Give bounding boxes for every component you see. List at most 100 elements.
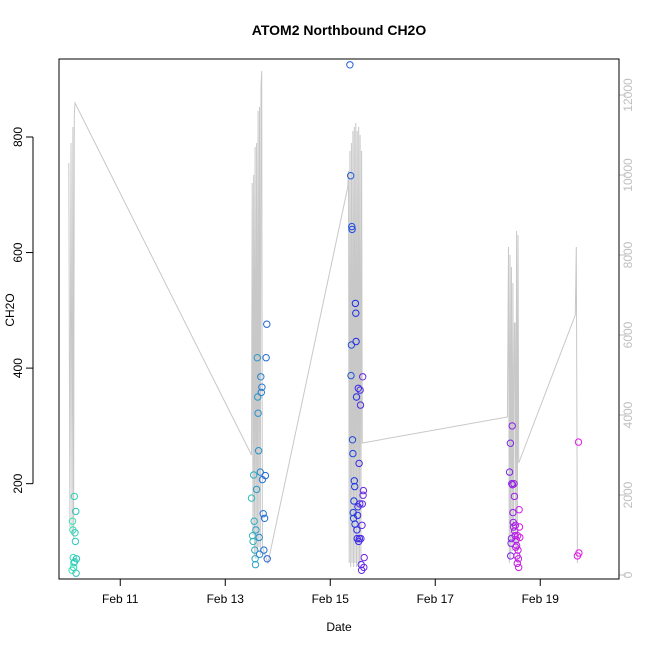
altitude-line-layer — [68, 70, 578, 568]
data-point — [352, 337, 360, 346]
data-point — [258, 383, 266, 391]
data-point — [259, 510, 267, 518]
data-point — [251, 560, 260, 569]
x-tick-label: Feb 11 — [102, 592, 139, 606]
y2-tick-label: 10000 — [621, 158, 635, 192]
data-point — [252, 526, 260, 534]
data-point — [512, 536, 520, 544]
data-point — [510, 492, 519, 501]
data-point — [254, 393, 262, 401]
data-point — [72, 555, 81, 563]
data-point — [260, 514, 269, 522]
data-point — [347, 341, 356, 349]
data-point — [349, 449, 357, 458]
data-point — [353, 526, 361, 534]
data-point — [359, 373, 367, 381]
data-point — [262, 354, 270, 362]
data-point — [253, 354, 261, 362]
data-point — [255, 533, 263, 542]
data-point — [515, 563, 523, 572]
data-point — [348, 436, 357, 444]
data-point — [508, 480, 516, 488]
data-point — [72, 569, 80, 577]
data-point — [352, 393, 361, 401]
data-point — [510, 480, 518, 488]
data-point — [508, 422, 516, 430]
data-point — [69, 553, 77, 562]
data-point — [72, 507, 80, 516]
data-point — [356, 386, 364, 394]
data-point — [350, 477, 358, 485]
data-point — [254, 447, 263, 455]
data-point — [358, 521, 366, 529]
data-point — [250, 517, 258, 525]
data-point — [354, 384, 362, 392]
y2-tick-label: 8000 — [621, 241, 635, 268]
data-point — [347, 371, 355, 380]
data-point — [250, 471, 258, 479]
data-point — [574, 438, 583, 446]
data-point — [575, 549, 583, 557]
data-point — [356, 401, 365, 409]
data-point — [348, 225, 356, 234]
data-point — [257, 373, 265, 381]
data-point — [515, 523, 524, 531]
data-point — [71, 537, 80, 546]
data-point — [251, 555, 259, 563]
data-point — [68, 517, 77, 525]
data-point — [505, 468, 514, 476]
data-point — [70, 559, 78, 567]
data-point — [348, 222, 356, 231]
data-point — [360, 553, 368, 562]
data-point — [351, 482, 359, 491]
data-point — [516, 533, 524, 542]
data-point — [513, 559, 521, 568]
altitude-series-line — [68, 70, 578, 568]
data-point — [357, 534, 365, 543]
data-point — [254, 409, 262, 417]
data-point — [347, 172, 355, 180]
data-point — [252, 485, 261, 494]
data-point — [256, 550, 264, 558]
x-tick-label: Feb 13 — [207, 592, 245, 606]
data-point — [350, 497, 358, 505]
data-point — [248, 532, 257, 540]
points-layer — [68, 61, 583, 577]
data-point — [506, 439, 515, 447]
y-tick-label: 200 — [11, 473, 25, 493]
axes-layer: 200 400 600 800 Feb 11 Feb 13 Feb 15 Feb 17 Feb … — [11, 78, 635, 606]
data-point — [511, 532, 519, 540]
y-axis-label: CH2O — [3, 293, 17, 326]
data-point — [70, 492, 79, 501]
data-point — [359, 491, 367, 499]
data-point — [247, 494, 256, 502]
data-point — [249, 537, 257, 546]
x-axis-label: Date — [326, 620, 352, 634]
data-point — [511, 521, 520, 529]
data-point — [508, 481, 517, 489]
data-point — [359, 486, 368, 495]
y2-tick-label: 4000 — [621, 401, 635, 428]
data-point — [352, 309, 360, 317]
y2-tick-label: 2000 — [621, 481, 635, 508]
data-point — [263, 555, 271, 563]
y-tick-label: 800 — [11, 127, 25, 147]
data-point — [514, 546, 522, 554]
data-point — [515, 506, 523, 514]
data-point — [514, 555, 523, 563]
x-tick-label: Feb 17 — [417, 592, 455, 606]
data-point — [509, 508, 517, 517]
y2-tick-label: 0 — [621, 571, 635, 578]
y2-tick-label: 6000 — [621, 321, 635, 348]
y2-tick-label: 12000 — [621, 78, 635, 112]
data-point — [358, 500, 366, 508]
plot-frame — [58, 58, 620, 580]
data-point — [355, 459, 363, 468]
data-point — [251, 546, 259, 554]
data-point — [353, 511, 362, 520]
data-point — [360, 563, 368, 572]
data-point — [261, 471, 270, 480]
data-point — [512, 541, 521, 550]
data-point — [71, 529, 79, 537]
